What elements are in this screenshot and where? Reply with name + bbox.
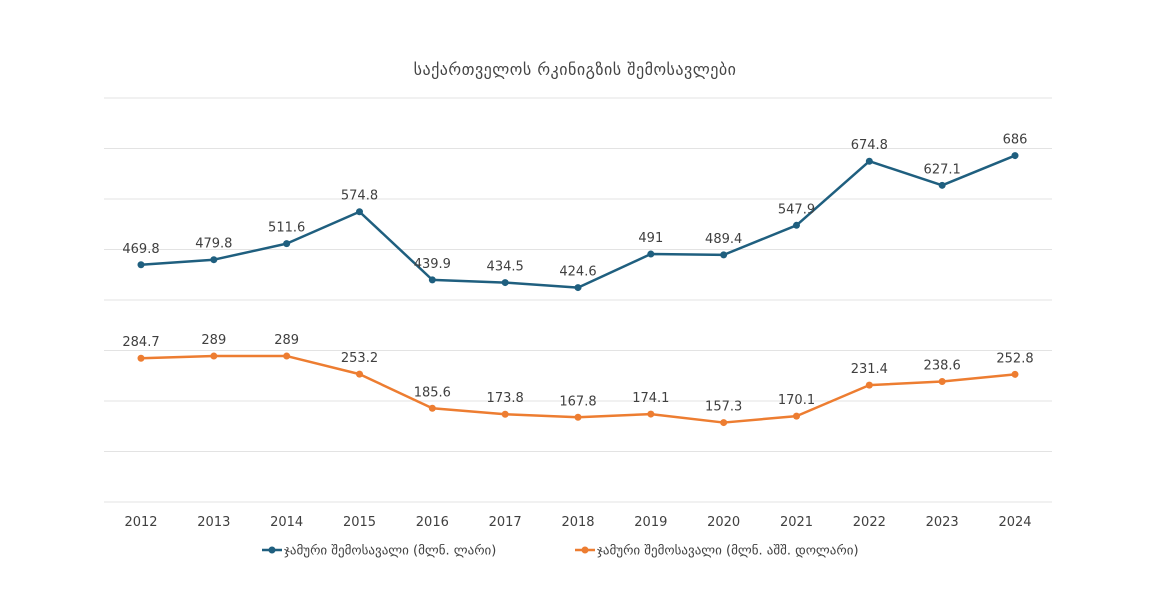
data-label: 289 bbox=[274, 333, 299, 348]
data-point bbox=[356, 370, 363, 378]
data-label: 547.9 bbox=[778, 202, 815, 217]
data-label: 511.6 bbox=[268, 221, 305, 236]
data-labels: 469.8 479.8 511.6 574.8 439.9 434.5 424.6 491 48… bbox=[122, 133, 1033, 415]
data-point bbox=[283, 352, 291, 360]
data-label: 424.6 bbox=[559, 265, 596, 280]
x-tick-label: 2012 bbox=[124, 515, 157, 530]
data-point bbox=[720, 251, 728, 259]
gridlines bbox=[104, 97, 1052, 503]
data-label: 434.5 bbox=[487, 260, 524, 275]
data-point bbox=[210, 256, 218, 264]
x-tick-label: 2024 bbox=[998, 515, 1031, 530]
data-point bbox=[574, 284, 582, 292]
data-label: 674.8 bbox=[851, 138, 888, 153]
data-label: 174.1 bbox=[632, 391, 669, 406]
x-tick-label: 2017 bbox=[489, 515, 522, 530]
data-point bbox=[428, 404, 436, 412]
data-label: 284.7 bbox=[122, 335, 159, 350]
data-point bbox=[428, 276, 436, 284]
data-point bbox=[1011, 152, 1019, 160]
legend-label: ჯამური შემოსავალი (მლნ. აშშ. დოლარი) bbox=[597, 544, 859, 559]
data-point bbox=[1011, 370, 1019, 378]
data-label: 289 bbox=[201, 333, 226, 348]
x-tick-label: 2016 bbox=[416, 515, 449, 530]
data-point bbox=[647, 250, 655, 258]
data-point bbox=[137, 261, 145, 269]
data-point bbox=[865, 381, 873, 389]
data-label: 253.2 bbox=[341, 351, 378, 366]
data-point bbox=[647, 410, 655, 418]
x-tick-label: 2022 bbox=[853, 515, 886, 530]
data-label: 627.1 bbox=[924, 162, 961, 177]
data-point bbox=[793, 221, 800, 229]
data-label: 167.8 bbox=[559, 394, 596, 409]
x-tick-label: 2014 bbox=[270, 515, 303, 530]
x-tick-label: 2020 bbox=[707, 515, 740, 530]
x-tick-label: 2018 bbox=[561, 515, 594, 530]
x-axis-ticks: 2012 2013 2014 2015 2016 2017 2018 2019 2020 2021… bbox=[124, 515, 1031, 530]
data-label: 238.6 bbox=[924, 359, 961, 374]
legend-marker bbox=[581, 546, 589, 554]
data-label: 185.6 bbox=[414, 385, 451, 400]
data-point bbox=[574, 413, 582, 421]
data-point bbox=[938, 181, 946, 189]
x-tick-label: 2021 bbox=[780, 515, 813, 530]
data-point bbox=[720, 419, 728, 427]
data-label: 479.8 bbox=[195, 237, 232, 252]
chart-title: საქართველოს რკინიგზის შემოსავლები bbox=[414, 60, 737, 79]
data-point bbox=[210, 352, 218, 360]
legend-label: ჯამური შემოსავალი (მლნ. ლარი) bbox=[284, 544, 496, 559]
data-point bbox=[938, 378, 946, 386]
data-label: 491 bbox=[638, 231, 663, 246]
legend: ჯამური შემოსავალი (მლნ. ლარი) ჯამური შემო… bbox=[262, 544, 859, 559]
data-point bbox=[501, 410, 509, 418]
data-label: 439.9 bbox=[414, 257, 451, 272]
legend-marker bbox=[268, 546, 276, 554]
x-tick-label: 2015 bbox=[343, 515, 376, 530]
series-group bbox=[137, 152, 1019, 427]
data-point bbox=[356, 208, 363, 216]
data-point bbox=[501, 279, 509, 287]
data-label: 231.4 bbox=[851, 362, 888, 377]
data-label: 157.3 bbox=[705, 400, 742, 415]
data-label: 469.8 bbox=[122, 242, 159, 257]
data-point bbox=[283, 240, 291, 248]
data-label: 489.4 bbox=[705, 232, 742, 247]
data-label: 170.1 bbox=[778, 393, 815, 408]
data-point bbox=[793, 412, 800, 420]
data-label: 686 bbox=[1003, 133, 1028, 148]
data-label: 574.8 bbox=[341, 189, 378, 204]
x-tick-label: 2019 bbox=[634, 515, 667, 530]
data-point bbox=[137, 354, 145, 362]
data-label: 173.8 bbox=[487, 391, 524, 406]
data-point bbox=[865, 157, 873, 165]
data-label: 252.8 bbox=[996, 351, 1033, 366]
x-tick-label: 2023 bbox=[926, 515, 959, 530]
x-tick-label: 2013 bbox=[197, 515, 230, 530]
